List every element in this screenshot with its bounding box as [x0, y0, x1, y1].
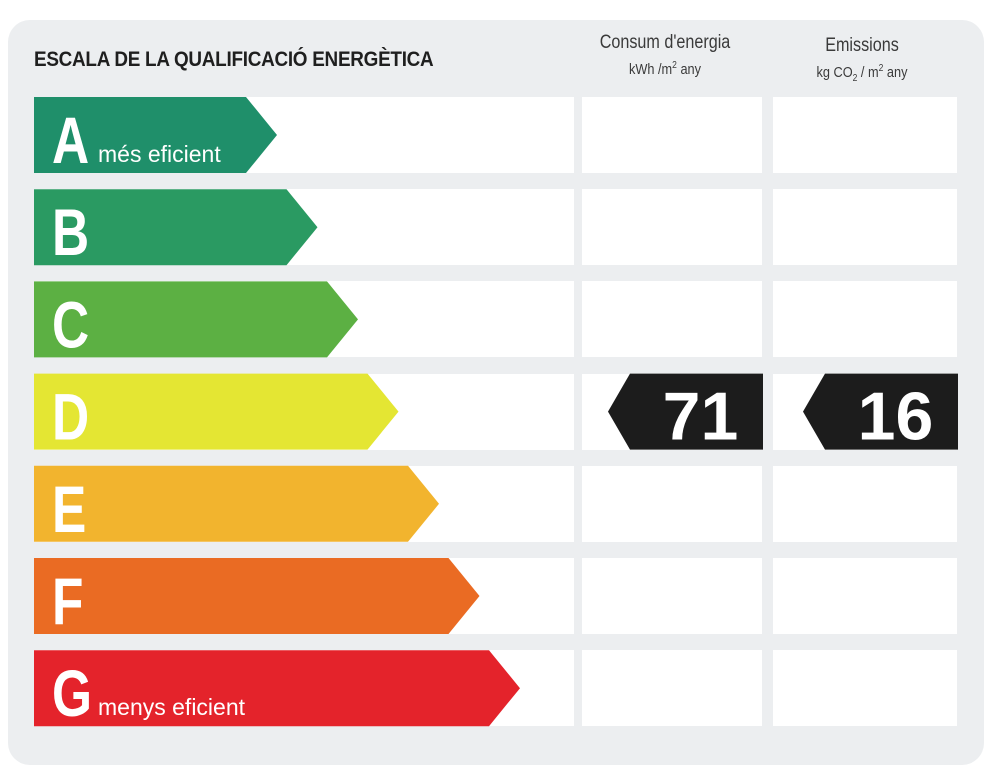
energy-cell-c — [582, 281, 762, 358]
emissions-unit-mid: / m — [857, 64, 879, 81]
class-bar-e — [34, 465, 439, 542]
energy-unit-text: kWh /m — [628, 61, 673, 78]
class-letter-g: G — [52, 656, 92, 731]
class-letter-c: C — [52, 287, 89, 362]
energy-column-label: Consum d'energia — [599, 32, 731, 53]
emissions-cell-a — [773, 97, 957, 173]
energy-cell-f — [582, 558, 762, 634]
class-bar-g — [34, 650, 520, 727]
emissions-column-unit: kg CO2 / m2 any — [786, 63, 939, 84]
energy-cell-e — [582, 465, 762, 542]
class-letter-e: E — [52, 472, 86, 547]
class-bar-d — [34, 373, 399, 450]
emissions-rating-value: 16 — [858, 379, 934, 455]
class-letter-a: A — [52, 103, 89, 178]
energy-column-unit: kWh /m2 any — [593, 60, 738, 78]
class-bar-f — [34, 558, 480, 634]
emissions-rating-marker — [803, 373, 958, 450]
energy-column-header: Consum d'energia kWh /m2 any — [580, 32, 750, 78]
emissions-cell-f — [773, 558, 957, 634]
energy-rating-value: 71 — [663, 379, 739, 455]
emissions-cell-e — [773, 465, 957, 542]
chart-title: ESCALA DE LA QUALIFICACIÓ ENERGÈTICA — [34, 48, 434, 71]
class-letter-d: D — [52, 379, 89, 454]
class-caption-a: més eficient — [98, 141, 221, 167]
emissions-unit-text: kg CO — [816, 64, 853, 81]
emissions-cell-c — [773, 281, 957, 358]
energy-cell-g — [582, 650, 762, 727]
energy-unit-post: any — [676, 61, 702, 78]
energy-rating-marker — [608, 373, 763, 450]
emissions-column-header: Emissions kg CO2 / m2 any — [772, 35, 952, 84]
class-caption-g: menys eficient — [98, 694, 246, 720]
energy-unit-sup: 2 — [672, 60, 677, 71]
class-bar-c — [34, 281, 358, 358]
emissions-cell-g — [773, 650, 957, 727]
emissions-unit-sub: 2 — [852, 73, 858, 84]
emissions-column-label: Emissions — [825, 35, 899, 56]
class-letter-f: F — [52, 564, 83, 639]
energy-cell-a — [582, 97, 762, 173]
class-bar-a — [34, 97, 277, 173]
energy-cell-b — [582, 189, 762, 266]
emissions-cell-b — [773, 189, 957, 266]
emissions-unit-sup: 2 — [878, 63, 884, 74]
class-letter-b: B — [52, 195, 89, 270]
emissions-unit-post: any — [883, 64, 908, 81]
class-bar-b — [34, 189, 318, 266]
